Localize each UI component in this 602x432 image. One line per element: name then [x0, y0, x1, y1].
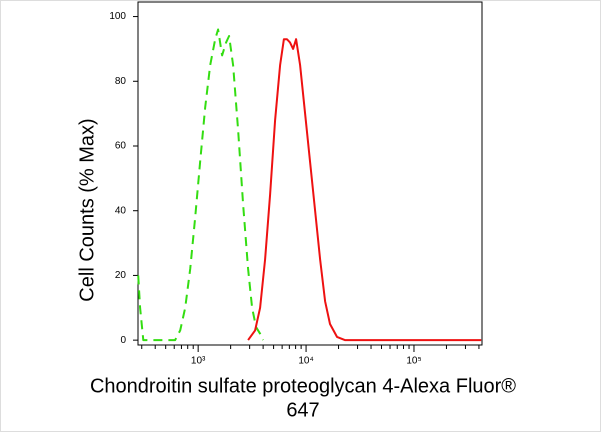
- y-axis-label: Cell Counts (% Max): [76, 118, 98, 301]
- y-tick-label: 60: [115, 141, 127, 152]
- x-axis-label: 647: [286, 399, 319, 421]
- y-tick-label: 100: [109, 11, 126, 22]
- x-tick-label: 10³: [191, 356, 206, 367]
- series-line: [137, 28, 265, 342]
- series-line: [247, 38, 482, 342]
- y-tick-label: 20: [115, 270, 127, 281]
- y-tick-label: 0: [120, 335, 126, 346]
- y-tick-label: 40: [115, 205, 127, 216]
- x-axis-label: Chondroitin sulfate proteoglycan 4-Alexa…: [90, 375, 516, 397]
- y-tick-label: 80: [115, 76, 127, 87]
- x-tick-label: 10⁵: [406, 356, 421, 367]
- x-tick-label: 10⁴: [298, 356, 313, 367]
- plot-frame: [137, 1, 483, 346]
